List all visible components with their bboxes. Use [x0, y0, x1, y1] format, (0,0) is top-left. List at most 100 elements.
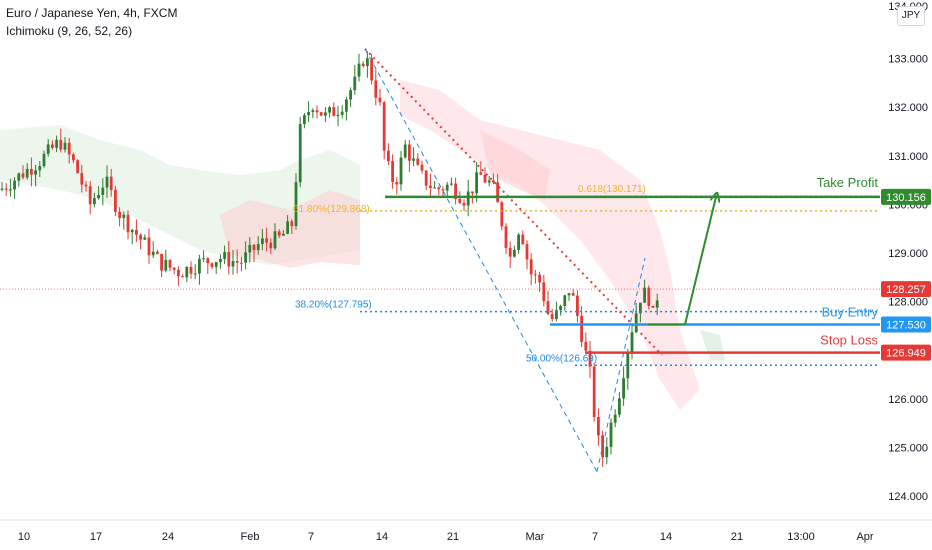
- candle-body: [576, 295, 579, 316]
- candle-body: [462, 202, 466, 206]
- candle-body: [458, 198, 462, 203]
- candle-body: [357, 63, 361, 77]
- candle-body: [76, 160, 79, 174]
- x-tick-label: 21: [731, 531, 743, 543]
- candle-body: [609, 422, 613, 447]
- candle-body: [634, 313, 638, 333]
- candle-body: [504, 226, 508, 248]
- x-tick-label: 21: [447, 531, 459, 543]
- y-tick-label: 128.000: [888, 297, 928, 309]
- buy-entry-price-tag[interactable]: [881, 316, 931, 333]
- x-tick-label: Feb: [241, 531, 260, 543]
- candle-body: [597, 417, 600, 436]
- symbol-title[interactable]: Euro / Japanese Yen, 4h, FXCM: [6, 6, 178, 20]
- candle-body: [21, 173, 25, 178]
- y-tick-label: 131.000: [888, 151, 928, 163]
- x-tick-label: 14: [660, 531, 672, 543]
- candle-body: [517, 234, 520, 250]
- candle-body: [105, 176, 109, 188]
- stop-loss-price-tag-label: 126.949: [886, 348, 926, 360]
- chart-legend: Euro / Japanese Yen, 4h, FXCM Ichimoku (…: [6, 4, 177, 40]
- candle-body: [412, 158, 415, 161]
- candle-body: [72, 154, 75, 161]
- candle-body: [214, 262, 218, 267]
- candle-body: [248, 244, 252, 253]
- candle-body: [122, 214, 126, 219]
- candle-body: [580, 315, 583, 342]
- candle-body: [160, 253, 163, 271]
- ichimoku-cloud: [700, 330, 725, 360]
- candle-body: [391, 161, 394, 182]
- candle-body: [592, 366, 596, 418]
- candle-body: [185, 267, 189, 278]
- x-tick-label: 7: [592, 531, 598, 543]
- x-tick-label: 14: [376, 531, 388, 543]
- candle-body: [605, 446, 609, 458]
- candle-body: [307, 112, 310, 116]
- x-tick-label: 7: [308, 531, 314, 543]
- candle-body: [244, 252, 247, 263]
- candle-body: [340, 111, 344, 115]
- take-profit-price-tag[interactable]: [881, 188, 931, 205]
- candle-body: [408, 144, 411, 161]
- candle-body: [93, 198, 96, 205]
- candle-body: [529, 259, 533, 275]
- candle-body: [601, 435, 604, 458]
- candle-body: [156, 251, 159, 254]
- candle-body: [630, 332, 634, 352]
- fib-label-50: 50.00%(126.69): [526, 353, 597, 364]
- candle-body: [273, 231, 277, 249]
- price-axis[interactable]: [880, 0, 932, 520]
- candle-body: [298, 124, 302, 183]
- candle-body: [366, 58, 369, 67]
- candle-body: [114, 189, 117, 212]
- y-tick-label: 133.000: [888, 54, 928, 66]
- candle-body: [370, 58, 373, 81]
- x-tick-label: 13:00: [787, 531, 815, 543]
- x-tick-label: Apr: [856, 531, 873, 543]
- fib-diagonal-line[interactable]: [364, 48, 598, 472]
- candle-body: [437, 187, 441, 190]
- fib-diagonal-line-2[interactable]: [596, 257, 646, 472]
- candle-body: [235, 261, 239, 263]
- candle-body: [571, 293, 575, 296]
- x-tick-label: 24: [162, 531, 174, 543]
- candle-body: [324, 112, 327, 116]
- candle-body: [261, 238, 264, 245]
- candle-body: [643, 287, 646, 303]
- candle-body: [143, 237, 147, 240]
- candle-body: [618, 398, 621, 415]
- candle-body: [403, 144, 407, 158]
- candle-body: [345, 99, 348, 112]
- candle-body: [13, 180, 16, 190]
- candle-body: [588, 350, 592, 367]
- current-price-price-tag[interactable]: [881, 281, 931, 298]
- candle-body: [542, 282, 546, 302]
- candle-body: [80, 173, 84, 185]
- indicator-title[interactable]: Ichimoku (9, 26, 52, 26): [6, 24, 133, 38]
- candle-body: [38, 166, 42, 171]
- candle-body: [25, 168, 29, 178]
- candle-body: [483, 174, 487, 183]
- candle-body: [626, 351, 630, 379]
- candle-body: [198, 258, 201, 274]
- candle-body: [315, 110, 319, 113]
- candle-body: [193, 273, 197, 275]
- candle-body: [496, 182, 499, 203]
- candle-body: [164, 259, 168, 271]
- currency-badge[interactable]: JPY: [897, 6, 925, 26]
- candle-body: [420, 164, 424, 171]
- current-price-price-tag-label: 128.257: [886, 284, 926, 296]
- projection-arrow[interactable]: [648, 197, 716, 326]
- fib-label-38-2: 38.20%(127.795): [295, 300, 372, 311]
- stop-loss-price-tag[interactable]: [881, 344, 931, 361]
- candle-body: [613, 414, 617, 423]
- trendline-dotted[interactable]: [364, 48, 663, 356]
- candle-body: [454, 183, 457, 199]
- candle-body: [109, 176, 113, 190]
- x-tick-label: 10: [18, 531, 30, 543]
- candle-body: [559, 305, 562, 311]
- candle-body: [466, 191, 470, 206]
- y-tick-label: 126.000: [888, 394, 928, 406]
